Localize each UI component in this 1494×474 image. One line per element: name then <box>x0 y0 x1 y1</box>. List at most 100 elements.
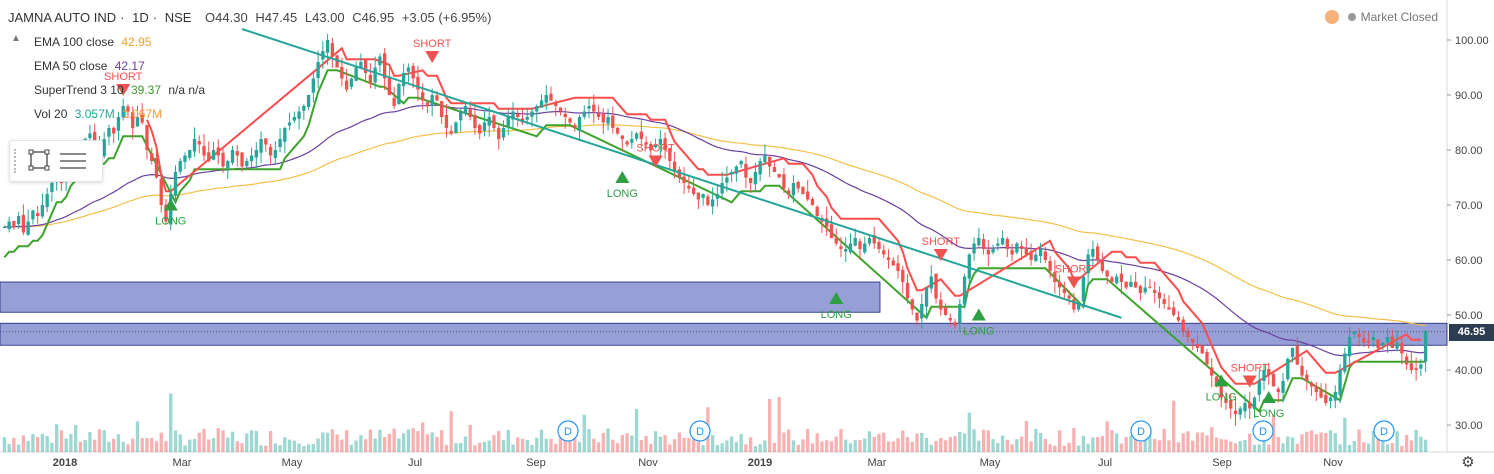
candle-body[interactable] <box>444 114 449 128</box>
candle-body[interactable] <box>145 124 149 150</box>
candle-body[interactable] <box>1371 337 1376 341</box>
candle-body[interactable] <box>1129 282 1133 287</box>
candle-body[interactable] <box>1143 287 1147 293</box>
candle-body[interactable] <box>211 150 216 160</box>
candle-body[interactable] <box>31 210 35 220</box>
candle-body[interactable] <box>440 101 444 117</box>
candle-body[interactable] <box>953 322 957 326</box>
candle-body[interactable] <box>991 249 995 253</box>
candle-body[interactable] <box>1357 333 1361 337</box>
candle-body[interactable] <box>1005 239 1009 249</box>
candle-body[interactable] <box>1167 307 1171 310</box>
candle-body[interactable] <box>150 153 154 161</box>
candle-body[interactable] <box>102 139 106 157</box>
candle-body[interactable] <box>596 113 601 117</box>
candle-body[interactable] <box>1414 368 1418 370</box>
candle-body[interactable] <box>183 155 187 162</box>
candle-body[interactable] <box>630 139 634 143</box>
candle-body[interactable] <box>1343 353 1347 372</box>
candle-body[interactable] <box>829 224 834 238</box>
candle-body[interactable] <box>1309 382 1314 387</box>
candle-body[interactable] <box>131 112 135 128</box>
candle-body[interactable] <box>872 235 876 244</box>
candle-body[interactable] <box>1243 403 1247 412</box>
candle-body[interactable] <box>501 128 506 138</box>
candle-body[interactable] <box>725 177 729 183</box>
candle-body[interactable] <box>2 227 7 228</box>
candle-body[interactable] <box>563 113 567 117</box>
supertrend-up-line[interactable] <box>3 69 1426 413</box>
candle-body[interactable] <box>340 66 344 79</box>
candle-body[interactable] <box>739 161 743 165</box>
candle-body[interactable] <box>1076 304 1081 310</box>
candle-body[interactable] <box>1295 345 1299 365</box>
candle-body[interactable] <box>45 194 49 208</box>
resistance-zone[interactable] <box>0 322 1448 346</box>
candle-body[interactable] <box>744 163 748 178</box>
candle-body[interactable] <box>197 141 201 145</box>
dividend-marker[interactable] <box>1130 420 1152 442</box>
candle-body[interactable] <box>178 161 182 172</box>
long-signal-marker[interactable] <box>1261 391 1276 403</box>
candle-body[interactable] <box>1067 295 1071 299</box>
candle-body[interactable] <box>791 183 796 196</box>
candle-body[interactable] <box>568 118 572 123</box>
trendline[interactable] <box>241 28 1122 319</box>
long-signal-marker[interactable] <box>971 308 986 321</box>
candle-body[interactable] <box>972 243 976 254</box>
candle-body[interactable] <box>1057 281 1062 288</box>
candle-body[interactable] <box>1376 339 1380 348</box>
candle-body[interactable] <box>967 254 971 279</box>
candle-body[interactable] <box>1181 319 1185 332</box>
dividend-marker[interactable] <box>689 420 711 442</box>
collapse-legend-icon[interactable]: ▲ <box>11 33 21 44</box>
candle-body[interactable] <box>159 178 163 205</box>
candle-body[interactable] <box>1305 374 1309 381</box>
interval[interactable]: 1D <box>132 10 149 25</box>
candle-body[interactable] <box>554 102 558 106</box>
candle-body[interactable] <box>905 282 910 299</box>
candle-body[interactable] <box>682 176 686 183</box>
candle-body[interactable] <box>249 155 254 162</box>
short-signal-marker[interactable] <box>116 84 131 96</box>
candle-body[interactable] <box>1248 402 1252 409</box>
candle-body[interactable] <box>216 147 220 156</box>
candle-body[interactable] <box>611 115 615 128</box>
candle-body[interactable] <box>1362 338 1366 343</box>
candle-body[interactable] <box>306 95 311 108</box>
candle-body[interactable] <box>354 67 358 81</box>
candle-body[interactable] <box>948 317 952 321</box>
candle-body[interactable] <box>316 62 320 79</box>
candle-body[interactable] <box>839 246 843 249</box>
candle-body[interactable] <box>430 95 434 106</box>
candle-body[interactable] <box>50 183 54 193</box>
resistance-zone[interactable] <box>0 281 881 313</box>
candle-body[interactable] <box>1148 286 1152 288</box>
long-signal-marker[interactable] <box>829 292 844 304</box>
candle-body[interactable] <box>867 238 872 244</box>
candle-body[interactable] <box>1191 338 1195 343</box>
candle-body[interactable] <box>1110 277 1114 282</box>
candle-body[interactable] <box>463 106 468 114</box>
candle-body[interactable] <box>511 111 515 120</box>
candle-body[interactable] <box>558 107 563 112</box>
candle-body[interactable] <box>112 127 116 134</box>
candle-body[interactable] <box>421 92 425 101</box>
candle-body[interactable] <box>397 84 401 105</box>
candle-body[interactable] <box>729 172 734 175</box>
candle-body[interactable] <box>7 221 11 230</box>
candle-body[interactable] <box>292 117 296 121</box>
indicator-volume[interactable]: Vol 20 3.057M 1.067M <box>8 102 495 126</box>
candle-body[interactable] <box>311 78 316 93</box>
candle-body[interactable] <box>1238 408 1242 415</box>
candle-body[interactable] <box>663 138 667 150</box>
candle-body[interactable] <box>929 276 933 289</box>
candle-body[interactable] <box>986 249 990 255</box>
candle-body[interactable] <box>1205 351 1209 365</box>
candle-body[interactable] <box>934 273 938 299</box>
candle-body[interactable] <box>482 122 487 131</box>
candle-body[interactable] <box>226 161 230 169</box>
long-signal-marker[interactable] <box>615 171 630 183</box>
candle-body[interactable] <box>235 151 239 156</box>
candle-body[interactable] <box>392 98 396 106</box>
